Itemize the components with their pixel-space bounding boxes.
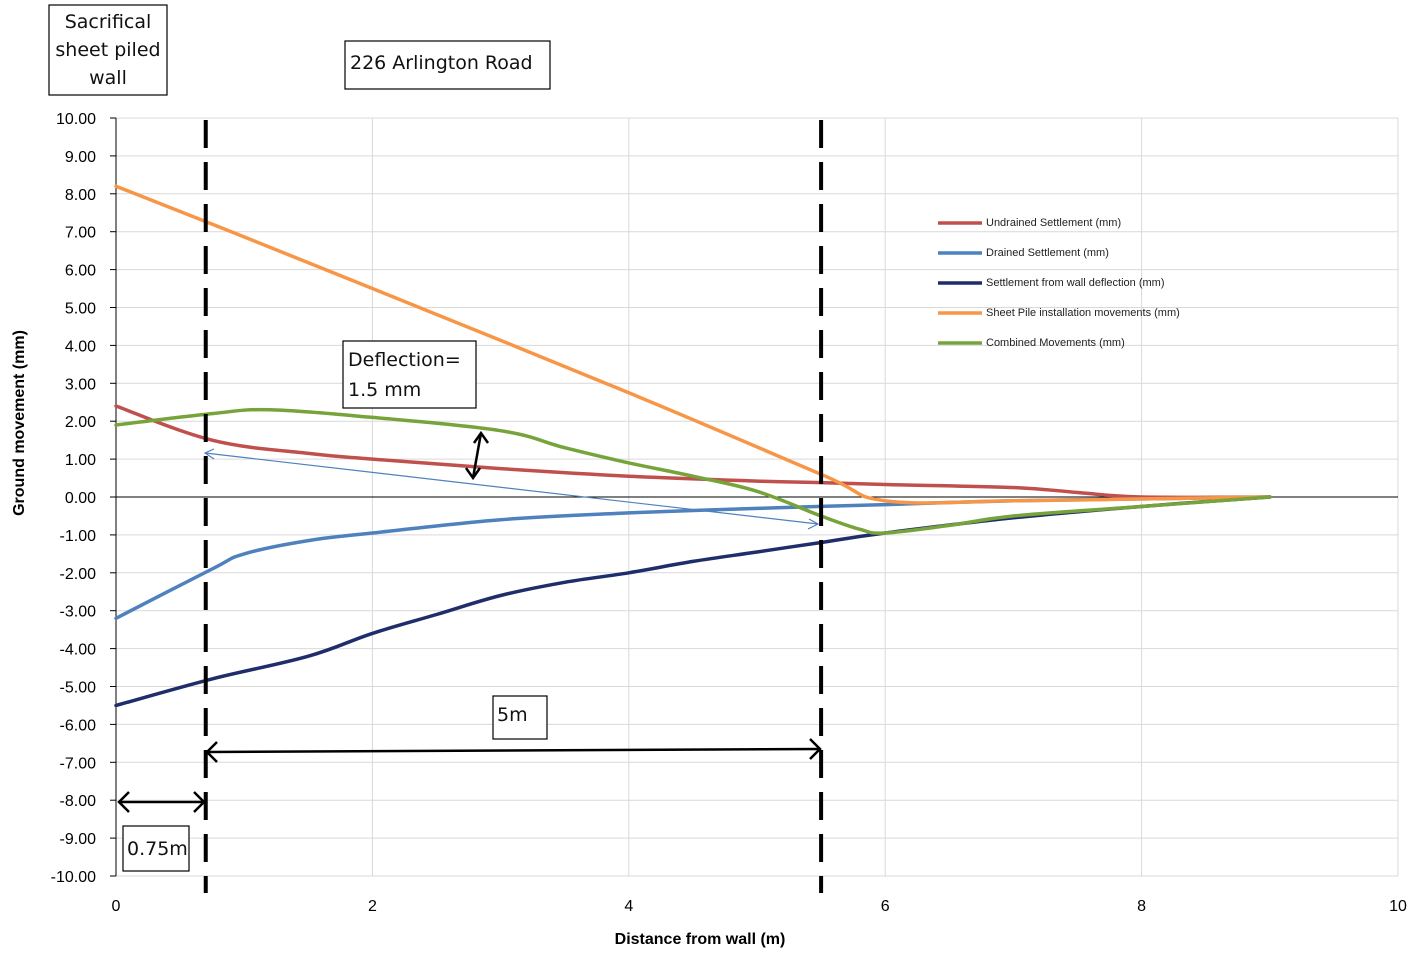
arrow-075m-head-right [193, 791, 206, 813]
y-tick-label: 1.00 [65, 452, 96, 469]
arrow-5m-head-left [205, 741, 218, 763]
wall-label-line: Sacrifical [65, 11, 152, 33]
y-tick-label: 4.00 [65, 338, 96, 355]
road-label: 226 Arlington Road [350, 52, 533, 74]
x-tick-label: 4 [624, 898, 633, 915]
arrow-deflection-head-down [464, 467, 482, 481]
y-tick-label: 0.00 [65, 490, 96, 507]
series-line-3 [114, 495, 1272, 708]
y-tick-label: -8.00 [60, 793, 97, 810]
x-tick-label: 6 [881, 898, 890, 915]
x-axis-label: Distance from wall (m) [615, 931, 786, 948]
wall-label-line: wall [89, 67, 127, 89]
legend-entry: Drained Settlement (mm) [986, 247, 1109, 259]
arrow-5m-head-right [809, 738, 822, 760]
y-tick-label: 6.00 [65, 263, 96, 280]
series-line-1 [114, 404, 1272, 500]
x-tick-label: 2 [368, 898, 377, 915]
series-line-2 [114, 495, 1272, 621]
thin-blue-arrow-head-right [807, 518, 820, 530]
legend: Undrained Settlement (mm) Drained Settlem… [938, 217, 1180, 349]
deflection-label-line: 1.5 mm [348, 379, 421, 401]
y-tick-label: 3.00 [65, 376, 96, 393]
y-axis-label: Ground movement (mm) [11, 330, 28, 516]
y-tick-label: 10.00 [56, 111, 96, 128]
wall-label-box [48, 4, 168, 96]
legend-entry: Settlement from wall deflection (mm) [986, 277, 1165, 289]
arrow-075m-head-left [117, 791, 130, 813]
legend-entry: Undrained Settlement (mm) [986, 217, 1121, 229]
y-tick-label: 2.00 [65, 414, 96, 431]
distance-075m-box [122, 825, 190, 872]
arrow-5m [206, 747, 821, 754]
deflection-box [342, 340, 477, 409]
y-tick-label: -2.00 [60, 566, 97, 583]
y-tick-label: 8.00 [65, 187, 96, 204]
y-tick-label: -9.00 [60, 831, 97, 848]
thin-blue-arrow-head-left [203, 448, 215, 460]
y-tick-label: -5.00 [60, 680, 97, 697]
wall-label-line: sheet piled [55, 39, 160, 61]
arrow-deflection [471, 432, 483, 479]
y-tick-label: 7.00 [65, 225, 96, 242]
y-tick-label: -3.00 [60, 604, 97, 621]
arrow-deflection-head-up [472, 430, 490, 444]
y-tick-labels: 10.00 9.00 8.00 7.00 6.00 5.00 4.00 3.00 2.00 1.0… [51, 111, 116, 886]
x-tick-label: 8 [1137, 898, 1146, 915]
thin-blue-arrow [204, 452, 819, 525]
x-tick-label: 0 [112, 898, 121, 915]
legend-entry: Combined Movements (mm) [986, 337, 1125, 349]
road-label-box [344, 40, 551, 90]
distance-075m-label: 0.75m [127, 838, 188, 860]
x-tick-label: 10 [1389, 898, 1407, 915]
annotations: Sacrifical sheet piled wall 226 Arlington R… [48, 4, 824, 893]
series-line-4 [114, 184, 1272, 505]
y-tick-label: 5.00 [65, 301, 96, 318]
y-tick-label: -6.00 [60, 717, 97, 734]
y-tick-label: -7.00 [60, 755, 97, 772]
y-tick-label: -1.00 [60, 528, 97, 545]
legend-entry: Sheet Pile installation movements (mm) [986, 307, 1180, 319]
y-tick-label: 9.00 [65, 149, 96, 166]
distance-5m-box [492, 695, 548, 740]
deflection-label-line: Deflection= [348, 349, 461, 371]
x-tick-labels: 0 2 4 6 8 10 [112, 898, 1407, 915]
distance-5m-label: 5m [497, 704, 528, 726]
y-tick-label: -10.00 [51, 869, 96, 886]
y-tick-label: -4.00 [60, 642, 97, 659]
series-line-5 [114, 407, 1272, 535]
series-lines [114, 184, 1272, 708]
